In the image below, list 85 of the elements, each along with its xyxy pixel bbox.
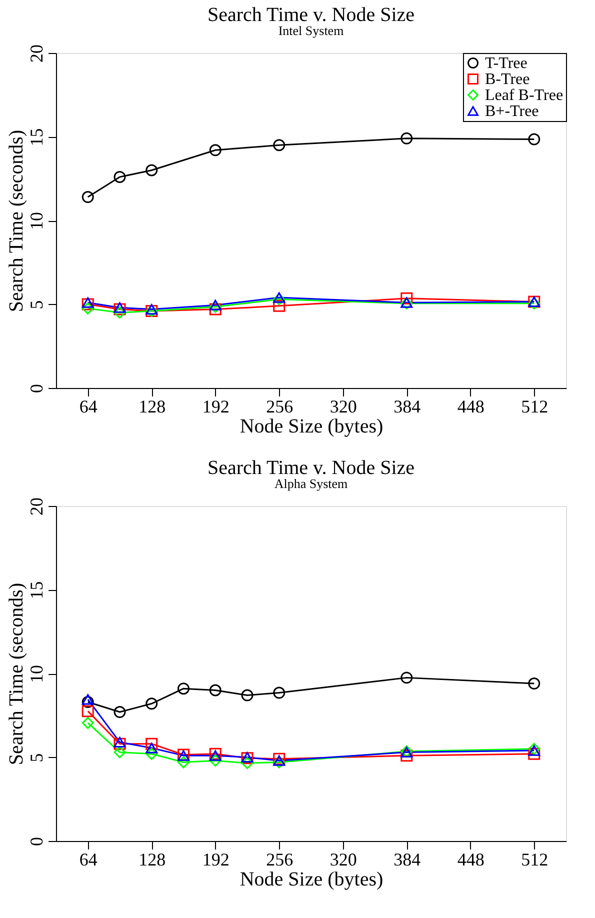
y-tick-label: 0 — [26, 384, 46, 393]
legend-label: T-Tree — [485, 55, 528, 72]
point — [209, 300, 222, 313]
point — [82, 716, 94, 729]
point — [528, 133, 540, 146]
x-tick-label: 128 — [138, 396, 166, 416]
point — [273, 755, 286, 766]
point — [146, 748, 158, 760]
legend-label: B-Tree — [485, 71, 530, 88]
point — [114, 306, 126, 319]
x-tick-label: 512 — [521, 396, 548, 416]
point — [241, 689, 254, 702]
point — [82, 298, 94, 310]
x-tick-label: 512 — [521, 850, 548, 870]
x-tick-label: 192 — [202, 850, 230, 870]
x-tick-label: 448 — [457, 396, 484, 416]
point — [528, 748, 540, 760]
y-tick-label: 5 — [26, 300, 46, 310]
legend-label: B+-Tree — [485, 103, 539, 120]
point — [209, 684, 222, 696]
chart-title: Search Time v. Node Size — [207, 4, 415, 26]
point — [241, 757, 254, 770]
y-axis-title: Search Time (seconds) — [6, 130, 28, 312]
y-axis-title: Search Time (seconds) — [6, 582, 28, 766]
point — [146, 698, 158, 710]
point — [82, 297, 94, 308]
x-axis-title: Node Size (bytes) — [240, 868, 384, 890]
point — [178, 756, 190, 768]
x-tick-label: 256 — [266, 396, 294, 416]
x-tick-label: 320 — [330, 850, 357, 870]
point — [146, 742, 158, 754]
point — [178, 682, 190, 695]
x-tick-label: 448 — [457, 850, 484, 870]
chart-title: Search Time v. Node Size — [207, 457, 415, 479]
y-tick-label: 15 — [26, 581, 46, 600]
point — [528, 745, 540, 756]
y-tick-label: 0 — [26, 837, 46, 846]
point — [146, 164, 158, 176]
x-tick-label: 320 — [330, 396, 357, 416]
y-tick-label: 10 — [26, 665, 46, 683]
x-tick-label: 64 — [79, 850, 98, 870]
y-tick-label: 10 — [26, 212, 46, 230]
y-tick-label: 5 — [26, 753, 46, 762]
x-axis-title: Node Size (bytes) — [240, 416, 384, 438]
point — [209, 144, 222, 156]
legend-label: Leaf B-Tree — [485, 87, 564, 104]
point — [273, 139, 286, 152]
point — [209, 303, 222, 316]
point — [114, 302, 126, 313]
point — [273, 300, 286, 312]
point — [82, 694, 94, 705]
point — [400, 750, 413, 762]
point — [82, 302, 94, 314]
point — [400, 292, 413, 304]
point — [528, 678, 540, 690]
y-tick-label: 20 — [26, 498, 46, 516]
point — [273, 686, 286, 699]
point — [82, 705, 94, 718]
chart-subtitle: Alpha System — [274, 476, 348, 491]
x-tick-label: 192 — [202, 396, 230, 416]
point — [114, 746, 126, 758]
point — [114, 706, 126, 718]
point — [273, 756, 286, 768]
y-tick-label: 20 — [26, 44, 46, 62]
point — [273, 293, 286, 306]
point — [114, 736, 126, 748]
point — [209, 750, 222, 761]
chart-subtitle: Intel System — [278, 23, 344, 38]
point — [400, 672, 413, 684]
point — [400, 132, 413, 144]
x-tick-label: 256 — [266, 850, 294, 870]
point — [146, 738, 158, 750]
x-tick-label: 384 — [394, 850, 421, 870]
x-tick-label: 384 — [394, 396, 421, 416]
point — [209, 300, 222, 310]
y-tick-label: 15 — [26, 128, 46, 146]
x-tick-label: 64 — [79, 396, 98, 416]
point — [114, 303, 126, 316]
point — [82, 191, 94, 204]
x-tick-label: 128 — [138, 850, 166, 870]
point — [114, 170, 126, 183]
point — [114, 738, 126, 750]
point — [82, 696, 94, 708]
point — [209, 754, 222, 767]
point — [273, 292, 286, 303]
